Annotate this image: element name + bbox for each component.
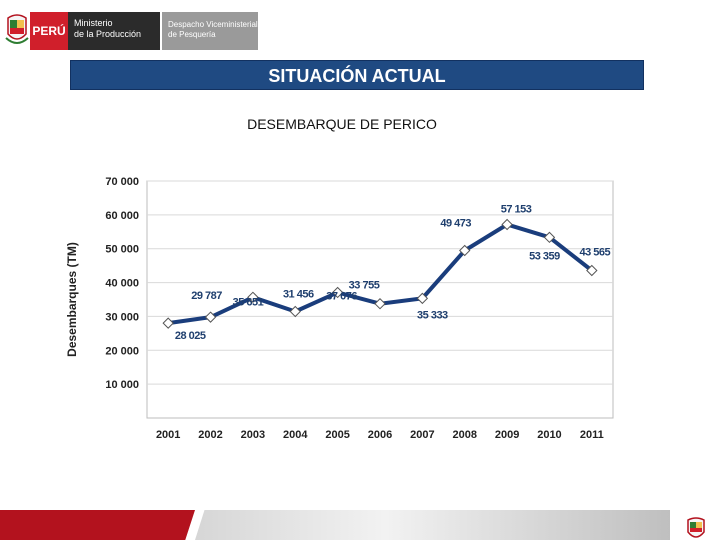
peru-logo: PERÚ	[30, 12, 68, 50]
x-tick-label: 2007	[410, 429, 434, 441]
data-label: 53 359	[529, 250, 560, 262]
data-point	[416, 292, 429, 305]
x-tick-label: 2010	[537, 429, 561, 441]
ministry-line-1: Ministerio	[74, 18, 113, 28]
y-tick-label: 10 000	[105, 379, 139, 391]
data-label: 35 333	[417, 309, 448, 321]
header: PERÚ Ministerio de la Producción Despach…	[0, 0, 720, 56]
chart-title: DESEMBARQUE DE PERICO	[247, 116, 437, 132]
ministry-line-2: de la Producción	[74, 29, 142, 39]
footer-coat-of-arms-icon	[687, 517, 705, 538]
office-label: Despacho Viceministerial de Pesquería	[162, 12, 258, 50]
y-tick-label: 50 000	[105, 244, 139, 256]
data-point	[586, 264, 598, 277]
data-label: 49 473	[440, 217, 471, 229]
office-line-1: Despacho Viceministerial	[168, 20, 258, 29]
data-point	[331, 286, 344, 299]
x-tick-label: 2011	[580, 429, 604, 441]
data-label: 37 076	[326, 290, 357, 302]
page-title: SITUACIÓN ACTUAL	[70, 60, 644, 90]
y-tick-label: 60 000	[105, 210, 139, 222]
x-tick-label: 2004	[283, 429, 308, 441]
footer-red-stripe	[0, 510, 195, 540]
footer-gray-stripe	[195, 510, 670, 540]
coat-of-arms-icon	[5, 14, 29, 44]
data-point	[204, 311, 217, 323]
data-point	[459, 244, 471, 257]
data-point	[374, 298, 386, 310]
data-label: 31 456	[283, 288, 314, 300]
x-tick-label: 2008	[452, 429, 476, 441]
data-label: 57 153	[501, 203, 532, 215]
ministry-label: Ministerio de la Producción	[68, 12, 160, 50]
data-point	[247, 291, 259, 304]
data-point	[289, 305, 301, 318]
y-tick-label: 40 000	[105, 278, 139, 290]
office-line-2: de Pesquería	[168, 30, 216, 39]
x-tick-label: 2003	[241, 429, 265, 441]
data-label: 35 651	[233, 296, 264, 308]
x-tick-label: 2002	[198, 429, 222, 441]
y-axis-label: Desembarques (TM)	[65, 242, 79, 357]
data-label: 43 565	[579, 247, 610, 259]
line-chart: 10 000 20 000 30 000 40 000 50 000 60 000 70 0…	[65, 176, 614, 441]
data-label: 33 755	[349, 280, 380, 292]
x-tick-label: 2006	[368, 429, 392, 441]
x-tick-label: 2009	[495, 429, 519, 441]
x-tick-label: 2005	[325, 429, 349, 441]
footer-band	[0, 510, 720, 540]
y-tick-label: 70 000	[105, 176, 139, 188]
data-label: 29 787	[191, 290, 222, 302]
data-label: 28 025	[175, 330, 206, 342]
y-tick-label: 30 000	[105, 311, 139, 323]
data-point	[543, 231, 556, 244]
data-point	[501, 218, 513, 231]
y-tick-label: 20 000	[105, 345, 139, 357]
data-point	[162, 317, 174, 329]
x-tick-label: 2001	[156, 429, 180, 441]
